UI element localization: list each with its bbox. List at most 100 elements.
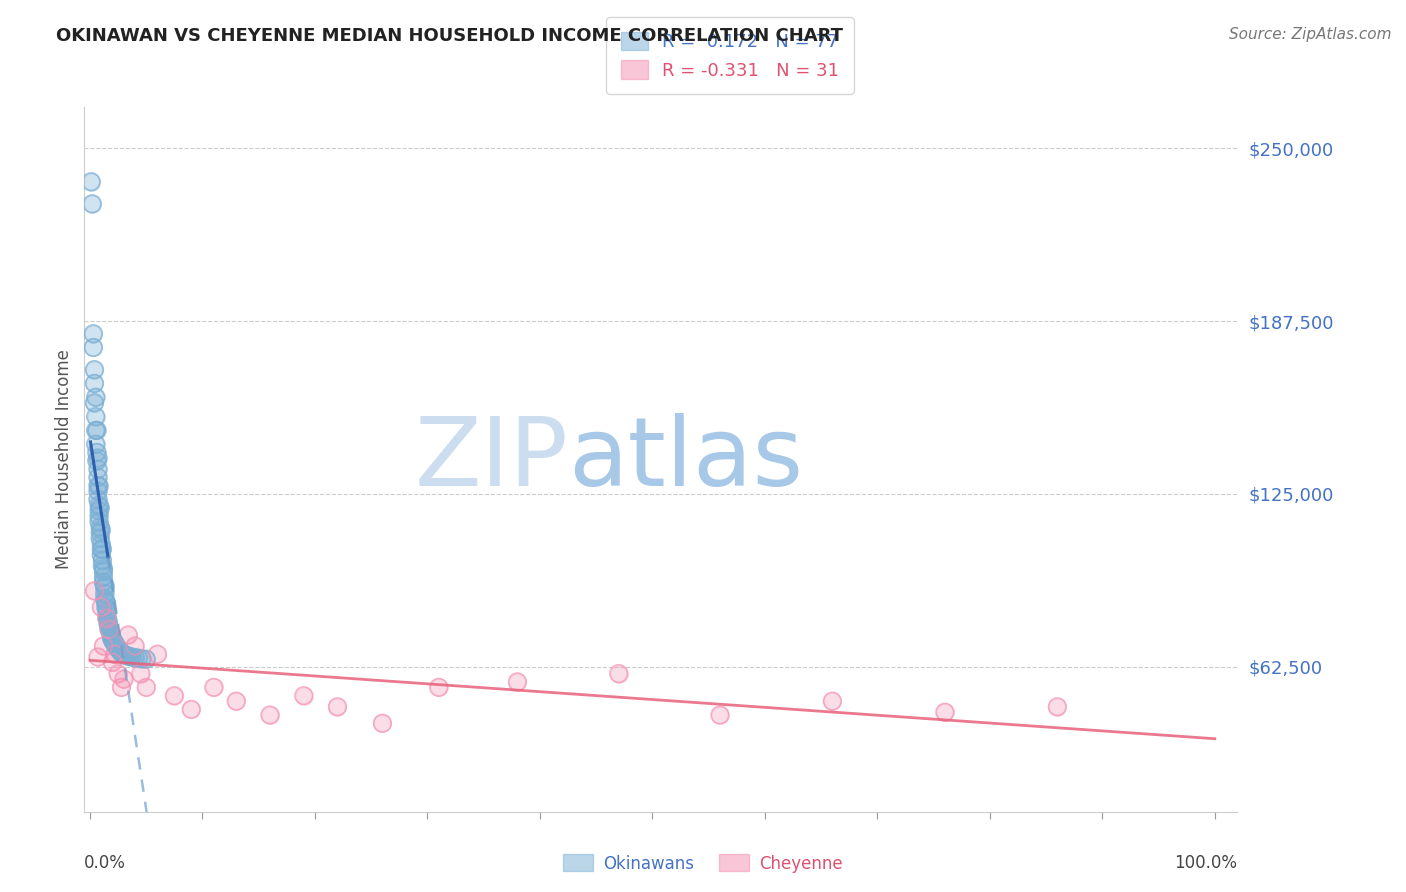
Point [98,625,121,640]
Point [127,651,149,665]
Point [93,564,115,578]
Point [82,196,104,211]
Point [124,639,146,653]
Point [1046,699,1069,714]
Point [91,542,114,557]
Point [101,656,124,670]
Point [371,716,394,731]
Point [91,558,114,573]
Point [87,484,110,499]
Point [124,650,146,665]
Point [82,341,104,355]
Point [100,628,122,642]
Point [83,395,105,409]
Point [82,196,104,211]
Point [101,633,124,648]
Point [93,581,115,595]
Text: 100.0%: 100.0% [1174,854,1237,872]
Point [101,656,124,670]
Text: Source: ZipAtlas.com: Source: ZipAtlas.com [1229,27,1392,42]
Point [93,639,115,653]
Point [90,548,112,562]
Point [93,586,115,600]
Point [607,666,630,681]
Point [934,705,956,719]
Point [98,623,121,637]
Point [89,525,111,540]
Point [91,542,114,557]
Point [83,362,105,376]
Point [107,666,129,681]
Point [821,694,844,708]
Point [86,423,108,437]
Point [97,616,120,631]
Point [180,702,202,716]
Point [124,650,146,665]
Point [90,542,112,557]
Point [87,450,110,465]
Point [94,595,117,609]
Point [110,646,132,660]
Point [112,647,135,661]
Point [105,640,128,655]
Legend: R =  0.172   N = 77, R = -0.331   N = 31: R = 0.172 N = 77, R = -0.331 N = 31 [606,18,853,94]
Point [84,409,107,424]
Point [100,631,122,645]
Point [104,638,127,652]
Point [98,623,121,637]
Point [97,614,120,628]
Point [103,634,125,648]
Point [108,643,131,657]
Point [89,520,111,534]
Point [104,647,127,661]
Point [91,558,114,573]
Point [371,716,394,731]
Point [104,638,127,652]
Point [89,531,111,545]
Point [96,611,118,625]
Point [83,583,105,598]
Point [84,409,107,424]
Point [80,175,103,189]
Point [90,536,112,550]
Point [135,652,157,666]
Point [89,525,111,540]
Point [90,523,112,537]
Point [83,395,105,409]
Point [87,492,110,507]
Point [82,326,104,341]
Point [934,705,956,719]
Point [82,341,104,355]
Point [104,647,127,661]
Point [90,542,112,557]
Point [87,478,110,492]
Point [87,462,110,476]
Point [84,423,107,437]
Point [90,600,112,615]
Point [129,666,152,681]
Point [87,515,110,529]
Point [94,595,117,609]
Point [96,603,118,617]
Point [709,708,731,723]
Point [129,666,152,681]
Point [87,498,110,512]
Point [427,681,450,695]
Point [91,553,114,567]
Point [87,650,110,665]
Point [105,640,128,655]
Point [86,454,108,468]
Point [107,666,129,681]
Point [82,326,104,341]
Point [84,437,107,451]
Point [104,639,127,653]
Point [89,500,111,515]
Point [93,564,115,578]
Point [98,623,121,637]
Point [292,689,315,703]
Point [202,681,225,695]
Point [93,561,115,575]
Point [100,631,122,645]
Point [89,520,111,534]
Point [93,581,115,595]
